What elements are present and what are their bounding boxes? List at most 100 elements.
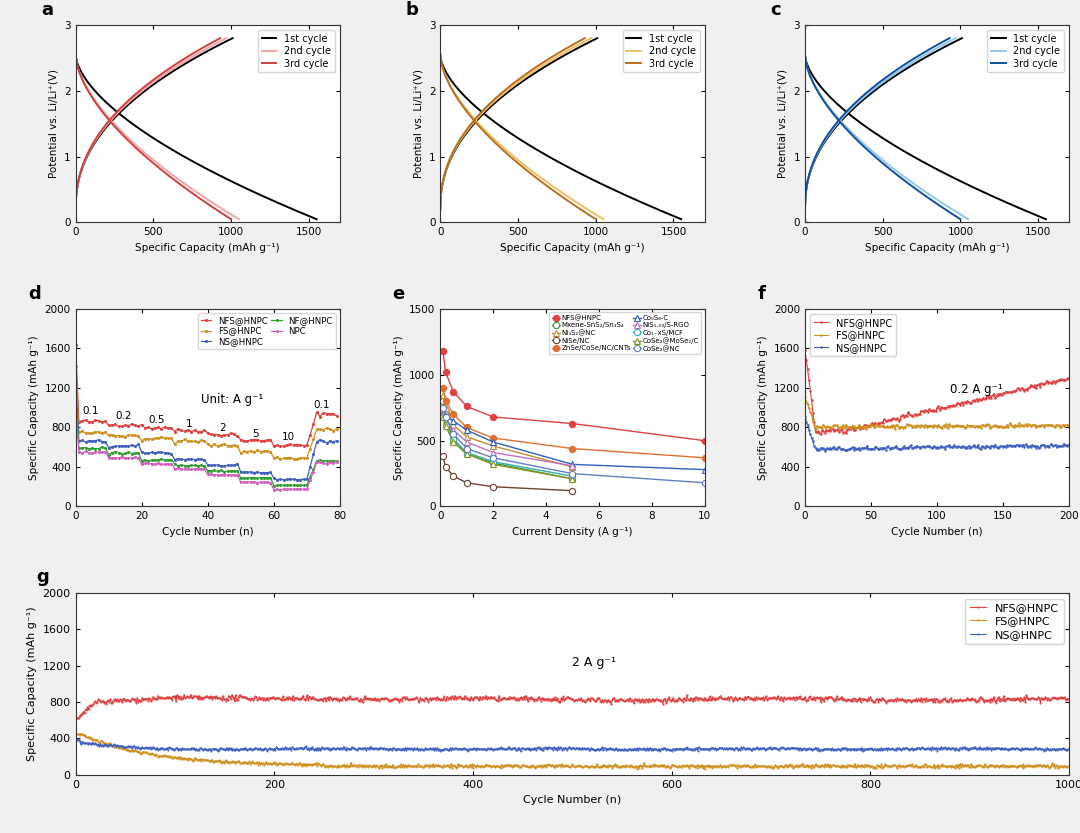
FS@HNPC <box>303 443 316 453</box>
1st cycle <box>894 67 907 77</box>
Co₁₋xS/MCF <box>440 420 453 430</box>
Line: 3rd cycle: 3rd cycle <box>805 38 949 209</box>
FS@HNPC <box>869 419 882 429</box>
1st cycle <box>576 41 589 51</box>
Ni₃S₂@NC <box>487 441 500 451</box>
1st cycle <box>941 41 954 51</box>
NiSe/NC <box>447 471 460 481</box>
NFS@HNPC <box>238 436 251 446</box>
2nd cycle <box>949 33 962 43</box>
NS@HNPC <box>814 442 827 452</box>
Ni₃S₂@NC <box>447 420 460 430</box>
1st cycle <box>527 69 540 79</box>
ZnSe/CoSe/NC/CNTs <box>440 397 453 407</box>
FS@HNPC <box>809 424 822 434</box>
NiS₁.₀₃/S-RGO <box>487 447 500 457</box>
Line: Co₉S₈-C: Co₉S₈-C <box>440 408 707 473</box>
NS@HNPC <box>819 446 832 456</box>
NiSe/NC <box>460 478 473 488</box>
Y-axis label: Specific Capacity (mAh g⁻¹): Specific Capacity (mAh g⁻¹) <box>393 336 404 480</box>
Y-axis label: Potential vs. Li/Li⁺(V): Potential vs. Li/Li⁺(V) <box>414 69 423 178</box>
FS@HNPC <box>274 454 287 464</box>
CoSe₂@NC <box>436 402 449 412</box>
1st cycle <box>892 69 905 79</box>
NFS@HNPC <box>814 429 827 439</box>
2nd cycle <box>434 204 447 214</box>
1st cycle <box>530 67 543 77</box>
NS@HNPC <box>238 467 251 477</box>
1st cycle <box>566 46 579 56</box>
Line: NFS@HNPC: NFS@HNPC <box>75 343 338 447</box>
2nd cycle <box>570 41 583 51</box>
Line: FS@HNPC: FS@HNPC <box>75 364 338 461</box>
FS@HNPC <box>330 424 343 434</box>
NFS@HNPC <box>566 418 579 428</box>
1st cycle <box>69 204 82 214</box>
3rd cycle <box>200 41 213 51</box>
CoSe₂@NC <box>566 469 579 479</box>
2nd cycle <box>159 69 172 79</box>
Line: 2nd cycle: 2nd cycle <box>441 38 591 209</box>
Line: FS@HNPC: FS@HNPC <box>804 396 1069 431</box>
NFS@HNPC <box>815 426 828 436</box>
2nd cycle <box>524 69 537 79</box>
NF@HNPC <box>268 481 281 491</box>
NF@HNPC <box>247 473 260 483</box>
2nd cycle <box>526 67 539 77</box>
NFS@HNPC <box>228 429 241 439</box>
2nd cycle <box>561 46 573 56</box>
CoSe₂@MoSe₂/C <box>460 449 473 459</box>
NFS@HNPC <box>508 692 521 702</box>
2nd cycle <box>161 67 174 77</box>
Line: CoSe₂@MoSe₂/C: CoSe₂@MoSe₂/C <box>440 414 576 482</box>
3rd cycle <box>158 67 171 77</box>
1st cycle <box>799 191 812 201</box>
Text: a: a <box>41 1 53 19</box>
NS@HNPC <box>849 442 862 452</box>
2nd cycle <box>159 69 172 79</box>
FS@HNPC <box>69 730 82 740</box>
NS@HNPC <box>185 454 198 464</box>
ZnSe/CoSe/NC/CNTs <box>436 383 449 393</box>
NFS@HNPC <box>752 693 765 703</box>
FS@HNPC <box>472 761 485 771</box>
Text: d: d <box>28 285 41 303</box>
Line: NFS@HNPC: NFS@HNPC <box>440 348 707 444</box>
FS@HNPC <box>247 446 260 456</box>
3rd cycle <box>798 204 811 214</box>
ZnSe/CoSe/NC/CNTs <box>698 453 711 463</box>
3rd cycle <box>885 69 897 79</box>
Line: 2nd cycle: 2nd cycle <box>805 38 956 209</box>
Text: Unit: A g⁻¹: Unit: A g⁻¹ <box>201 393 264 406</box>
NS@HNPC <box>71 734 84 744</box>
3rd cycle <box>943 33 956 43</box>
NFS@HNPC <box>472 695 485 705</box>
ZnSe/CoSe/NC/CNTs <box>447 409 460 419</box>
NiS₁.₀₃/S-RGO <box>460 437 473 447</box>
FS@HNPC <box>846 761 859 771</box>
CoSe₂@MoSe₂/C <box>487 459 500 469</box>
Co₉S₈-C <box>487 437 500 447</box>
NFS@HNPC <box>460 402 473 412</box>
Text: 0.5: 0.5 <box>148 415 165 425</box>
X-axis label: Cycle Number (n): Cycle Number (n) <box>162 527 254 537</box>
Co₉S₈-C <box>440 411 453 421</box>
Legend: 1st cycle, 2nd cycle, 3rd cycle: 1st cycle, 2nd cycle, 3rd cycle <box>622 30 700 72</box>
CoSe₂@NC <box>447 429 460 439</box>
NF@HNPC <box>228 466 241 476</box>
NPC <box>274 485 287 495</box>
Text: e: e <box>393 285 405 303</box>
Legend: NFS@HNPC, FS@HNPC, NS@HNPC: NFS@HNPC, FS@HNPC, NS@HNPC <box>966 599 1064 644</box>
Line: 3rd cycle: 3rd cycle <box>441 38 585 209</box>
1st cycle <box>931 46 944 56</box>
Legend: 1st cycle, 2nd cycle, 3rd cycle: 1st cycle, 2nd cycle, 3rd cycle <box>987 30 1064 72</box>
3rd cycle <box>434 191 447 201</box>
Line: NF@HNPC: NF@HNPC <box>75 394 338 487</box>
X-axis label: Cycle Number (n): Cycle Number (n) <box>524 796 621 806</box>
3rd cycle <box>887 67 900 77</box>
NFS@HNPC <box>1040 376 1053 386</box>
Text: 5: 5 <box>253 429 259 439</box>
NFS@HNPC <box>303 430 316 440</box>
CoSe₂@NC <box>487 453 500 463</box>
Line: NFS@HNPC: NFS@HNPC <box>75 694 1069 720</box>
